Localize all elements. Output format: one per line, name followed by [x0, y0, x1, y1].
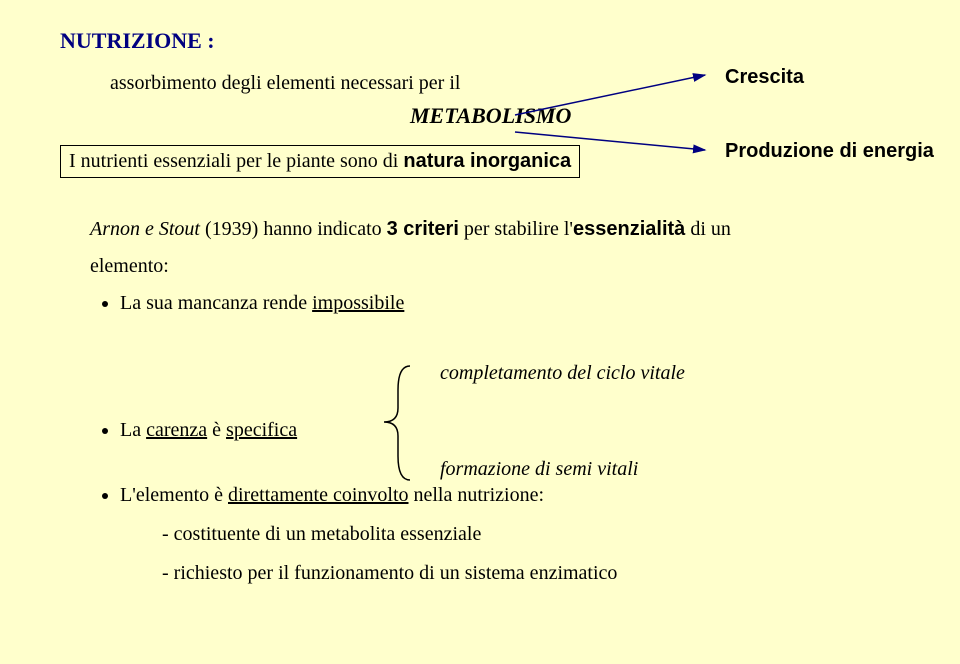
criterion-3: L'elemento è direttamente coinvolto nell…: [120, 484, 910, 507]
arnon-year: (1939) hanno indicato: [200, 218, 387, 240]
boxed-pre: I nutrienti essenziali per le piante son…: [69, 150, 403, 172]
criterion-2: La carenza è specifica: [120, 419, 910, 442]
c2-u1: carenza: [146, 419, 207, 441]
boxed-natura: natura inorganica: [403, 150, 571, 172]
arnon-line: Arnon e Stout (1939) hanno indicato 3 cr…: [90, 218, 910, 241]
c2-post: è: [207, 419, 226, 441]
arnon-names: Arnon e Stout: [90, 218, 200, 240]
produzione-label: Produzione di energia: [725, 140, 934, 163]
c3-post: nella nutrizione:: [409, 484, 545, 506]
formazione-label: formazione di semi vitali: [440, 458, 638, 481]
criterion-1: La sua mancanza rende impossibile: [120, 292, 910, 315]
slide-root: NUTRIZIONE : assorbimento degli elementi…: [0, 0, 960, 585]
crescita-label: Crescita: [725, 66, 804, 89]
c3-u: direttamente coinvolto: [228, 484, 409, 506]
c2-pre: La: [120, 419, 146, 441]
elemento-word: elemento:: [90, 255, 910, 278]
metabolismo-label: METABOLISMO: [410, 103, 910, 129]
arnon-ess: essenzialità: [573, 218, 685, 240]
arnon-post: per stabilire l': [459, 218, 573, 240]
criterion-3-list: L'elemento è direttamente coinvolto nell…: [120, 484, 910, 507]
dash-2: - richiesto per il funzionamento di un s…: [162, 562, 910, 585]
arnon-tail: di un: [685, 218, 731, 240]
c1-underline: impossibile: [312, 292, 404, 314]
completamento-label: completamento del ciclo vitale: [440, 362, 685, 385]
dash-1: - costituente di un metabolita essenzial…: [162, 523, 910, 546]
dash-list: - costituente di un metabolita essenzial…: [162, 523, 910, 585]
boxed-note: I nutrienti essenziali per le piante son…: [60, 145, 580, 178]
c1-pre: La sua mancanza rende: [120, 292, 312, 314]
c3-pre: L'elemento è: [120, 484, 228, 506]
title: NUTRIZIONE :: [60, 28, 910, 54]
arnon-criteri: 3 criteri: [387, 218, 459, 240]
c2-u2: specifica: [226, 419, 297, 441]
